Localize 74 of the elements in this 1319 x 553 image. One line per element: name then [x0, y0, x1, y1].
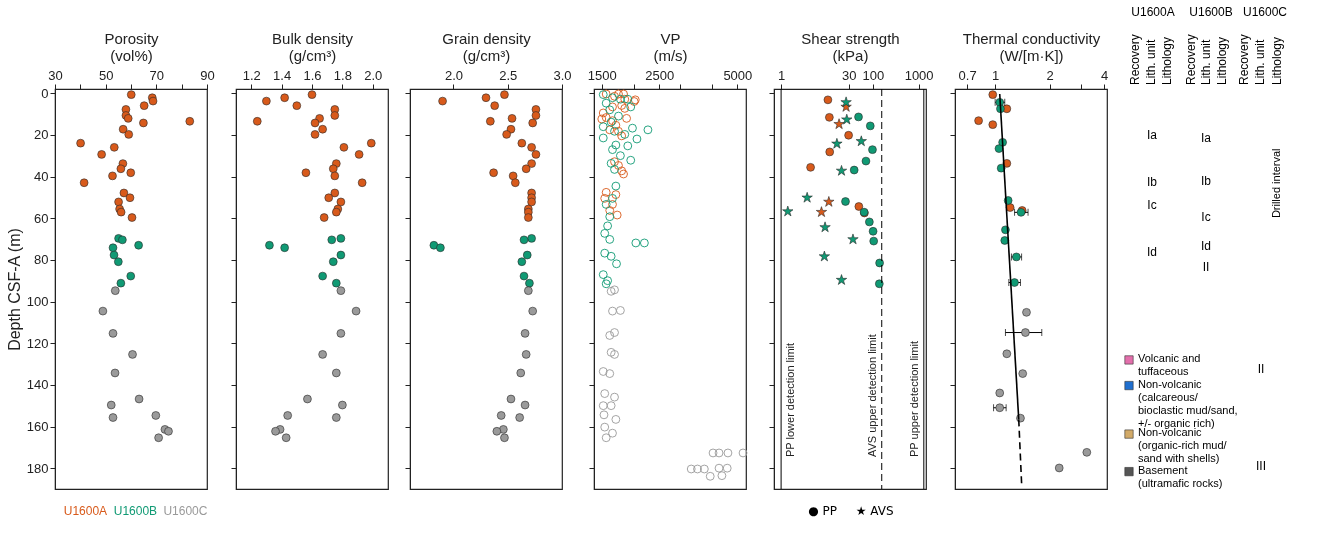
x-tick-label: 1000	[904, 67, 934, 83]
x-tick-label: 1.6	[303, 67, 322, 83]
text: Id	[1200, 239, 1212, 254]
legend-label: Volcanic and tuffaceous	[1138, 351, 1201, 377]
y-tick-label: 40	[34, 169, 49, 184]
y-tick-label: 100	[26, 294, 49, 309]
text: ★ AVS	[855, 504, 894, 518]
ref-line-label: AVS upper detection limit	[865, 334, 878, 457]
x-tick-label: 1	[777, 67, 786, 83]
x-tick-label: 2.0	[444, 67, 463, 83]
text: II	[1257, 362, 1265, 377]
x-tick-label: 4	[1100, 67, 1109, 83]
text: ● PP	[808, 504, 838, 518]
x-axis-title: Grain density (g/cm³)	[442, 29, 532, 64]
y-tick-label: 80	[34, 252, 49, 268]
x-tick-label: 1.4	[273, 67, 292, 83]
text: Lith. unit	[1144, 38, 1158, 85]
ref-line-label: PP upper detection limit	[907, 341, 920, 457]
text: Lith. unit	[1253, 38, 1267, 85]
text: U1600C	[1242, 5, 1288, 19]
x-tick-label: 3.0	[553, 67, 572, 83]
text: Recovery	[1184, 34, 1198, 85]
x-tick-label: 5000	[723, 67, 753, 83]
text: Ia	[1146, 127, 1158, 142]
text: Lithology	[1270, 36, 1284, 85]
x-tick-label: 2.5	[499, 67, 518, 83]
text: Lithology	[1160, 36, 1174, 85]
text: Id	[1146, 244, 1158, 259]
x-tick-label: 50	[98, 67, 114, 83]
x-tick-label: 1500	[587, 67, 617, 83]
x-axis-title: VP (m/s)	[653, 29, 688, 64]
text: Lithology	[1215, 36, 1229, 85]
text: III	[1255, 459, 1267, 474]
text: Recovery	[1128, 34, 1142, 85]
x-axis-title: Thermal conductivity (W/[m·K])	[962, 29, 1101, 64]
text: U1600B	[113, 504, 158, 518]
text: Ic	[1147, 198, 1157, 213]
y-tick-label: 120	[26, 335, 49, 351]
x-tick-label: 1	[992, 67, 1000, 83]
x-tick-label: 30	[842, 67, 857, 83]
y-tick-label: 180	[26, 460, 49, 476]
y-tick-label: 140	[26, 377, 49, 393]
x-tick-label: 2500	[645, 67, 675, 83]
x-tick-label: 100	[862, 67, 885, 83]
x-axis-title: Porosity (vol%)	[104, 29, 160, 64]
y-tick-label: 0	[41, 85, 49, 101]
text: U1600A	[63, 504, 108, 518]
x-tick-label: 0.7	[958, 67, 977, 83]
x-tick-label: 2.0	[364, 67, 383, 83]
text: Ia	[1200, 130, 1212, 145]
y-axis-title: Depth CSF-A (m)	[5, 228, 23, 351]
x-tick-label: 1.8	[333, 67, 352, 83]
text: U1600A	[1131, 5, 1175, 19]
text: U1600B	[1189, 5, 1233, 19]
ref-line-label: PP lower detection limit	[784, 342, 797, 457]
y-tick-label: 20	[34, 127, 49, 143]
x-tick-label: 70	[149, 67, 165, 83]
legend-label: Basement (ultramafic rocks)	[1138, 463, 1223, 489]
text: Ib	[1200, 174, 1212, 189]
text: U1600C	[163, 504, 208, 518]
text: Drilled interval	[1270, 148, 1282, 219]
text: II	[1202, 259, 1210, 274]
y-tick-label: 60	[34, 210, 49, 226]
x-tick-label: 2	[1046, 67, 1054, 83]
x-tick-label: 90	[200, 67, 215, 83]
y-tick-label: 160	[26, 419, 49, 434]
x-tick-label: 1.2	[242, 67, 261, 83]
x-axis-title: Shear strength (kPa)	[801, 29, 900, 64]
x-axis-title: Bulk density (g/cm³)	[272, 29, 354, 64]
x-tick-label: 30	[48, 67, 63, 83]
text: Ic	[1201, 210, 1211, 225]
text: Lith. unit	[1199, 38, 1213, 85]
text: Ib	[1146, 175, 1158, 190]
text: Recovery	[1237, 34, 1251, 85]
